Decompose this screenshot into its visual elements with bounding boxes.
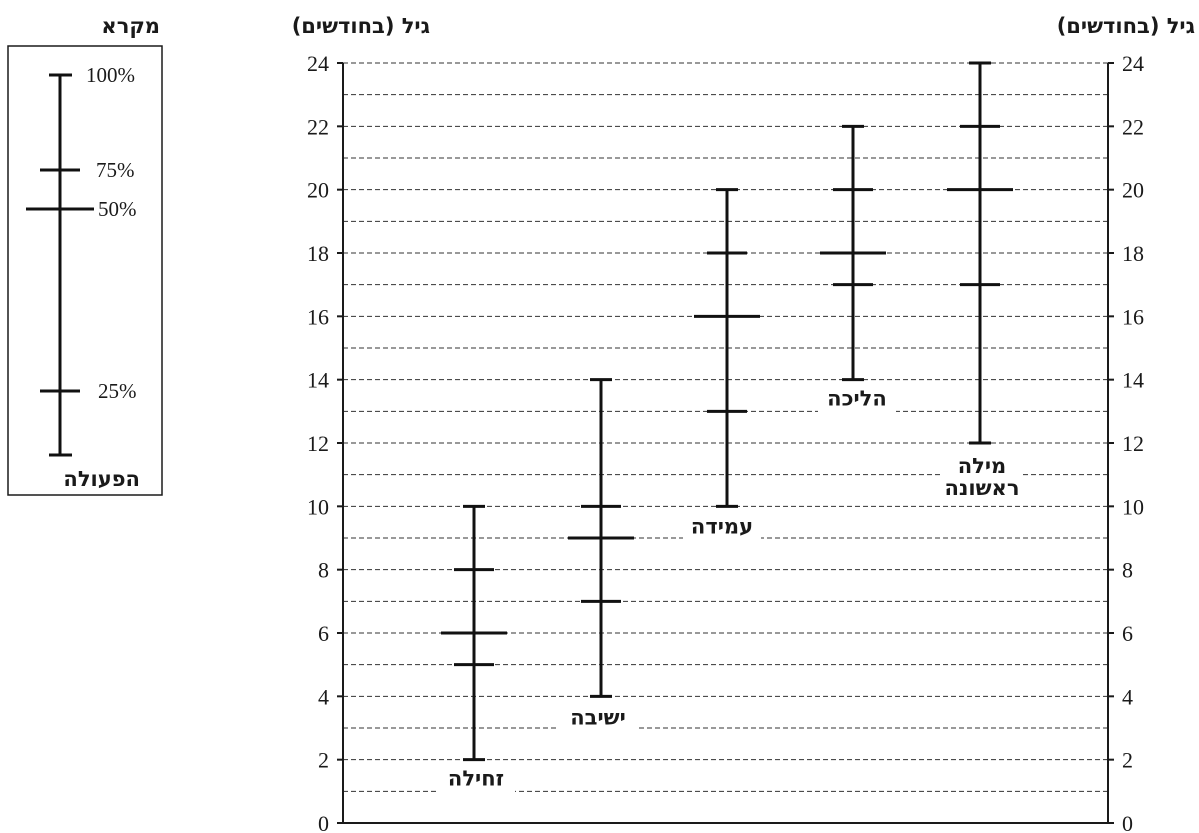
activity-label-bg-3	[818, 386, 896, 413]
y-tick-label-left-0: 0	[318, 811, 329, 833]
y-tick-label-left-22: 22	[307, 114, 329, 139]
y-tick-label-right-6: 6	[1122, 621, 1133, 646]
y-tick-label-left-8: 8	[318, 558, 329, 583]
y-tick-label-left-18: 18	[307, 241, 329, 266]
legend-title: מקרא	[101, 14, 160, 38]
y-tick-label-right-24: 24	[1122, 51, 1144, 76]
y-tick-label-left-6: 6	[318, 621, 329, 646]
legend-label-50: 50%	[98, 197, 137, 221]
y-tick-label-right-0: 0	[1122, 811, 1133, 833]
y-tick-label-right-12: 12	[1122, 431, 1144, 456]
activity-label-3: הליכה	[827, 387, 887, 411]
y-tick-label-left-4: 4	[318, 684, 329, 709]
legend-activity-label: הפעולה	[63, 467, 140, 491]
legend-label-100: 100%	[86, 63, 135, 87]
y-tick-label-right-16: 16	[1122, 304, 1144, 329]
activity-label-2: עמידה	[691, 514, 753, 538]
y-tick-label-left-24: 24	[307, 51, 329, 76]
y-tick-label-left-20: 20	[307, 178, 329, 203]
activity-label-4-0: מילה	[958, 454, 1007, 478]
y-tick-label-right-18: 18	[1122, 241, 1144, 266]
legend-label-25: 25%	[98, 379, 137, 403]
y-tick-label-right-4: 4	[1122, 684, 1133, 709]
activity-label-4-1: ראשונה	[944, 476, 1019, 500]
y-tick-label-left-14: 14	[307, 368, 329, 393]
y-tick-label-left-16: 16	[307, 304, 329, 329]
legend: מקרא 100% 75% 50% 25% הפעולה	[7, 14, 163, 496]
y-tick-label-right-22: 22	[1122, 114, 1144, 139]
legend-box	[7, 45, 163, 496]
y-tick-label-left-10: 10	[307, 494, 329, 519]
activity-label-1: ישיבה	[570, 705, 626, 729]
activity-label-bg-2	[683, 514, 761, 541]
activity-label-bg-4	[943, 454, 1021, 502]
y-tick-label-right-14: 14	[1122, 368, 1144, 393]
activity-label-bg-0	[437, 766, 515, 793]
y-tick-label-right-20: 20	[1122, 178, 1144, 203]
y-axis-title-right: גיל (בחודשים)	[1057, 14, 1195, 38]
y-tick-label-right-8: 8	[1122, 558, 1133, 583]
y-axis-title-left: גיל (בחודשים)	[292, 14, 430, 38]
activity-label-bg-1	[559, 705, 637, 732]
legend-label-75: 75%	[96, 158, 135, 182]
y-tick-label-left-2: 2	[318, 748, 329, 773]
y-tick-label-left-12: 12	[307, 431, 329, 456]
y-tick-label-right-2: 2	[1122, 748, 1133, 773]
y-tick-label-right-10: 10	[1122, 494, 1144, 519]
activity-label-0: זחילה	[448, 767, 504, 791]
